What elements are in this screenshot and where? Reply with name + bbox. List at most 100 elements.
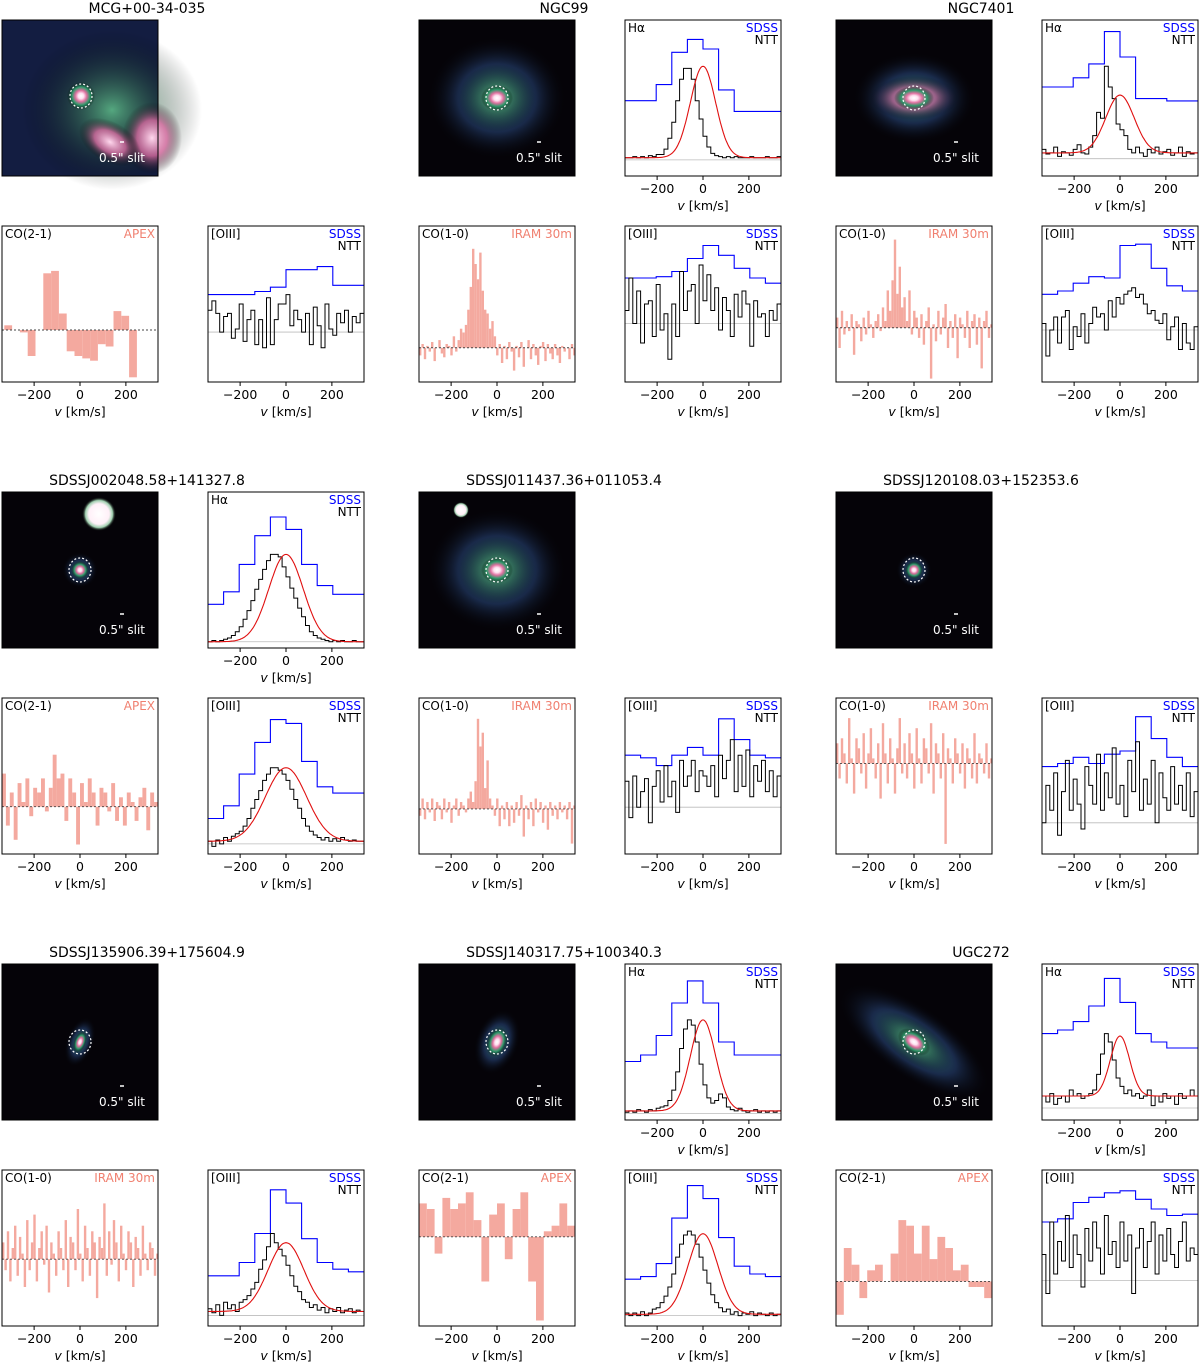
- co-bar: [510, 805, 513, 809]
- x-tick-label: 0: [493, 1331, 501, 1346]
- co-bar: [910, 327, 914, 335]
- x-axis-label-symbol: v: [677, 876, 685, 891]
- x-axis-label: v [km/s]: [1094, 1348, 1145, 1363]
- co-bar: [879, 763, 882, 799]
- source-label: IRAM 30m: [94, 1171, 155, 1185]
- co-bar: [891, 758, 894, 764]
- co-bar: [908, 733, 911, 764]
- co-bar: [532, 344, 535, 348]
- co-bar: [860, 327, 863, 342]
- co-bar: [975, 763, 979, 784]
- x-tick-label: 200: [1154, 387, 1178, 402]
- co-bar: [528, 1236, 536, 1282]
- axes-frame: [1, 19, 159, 177]
- co-bar: [840, 738, 844, 764]
- source-label: SDSS: [1163, 1171, 1195, 1185]
- source-label: APEX: [124, 227, 155, 241]
- co-bar: [966, 748, 969, 764]
- co-bar: [35, 1259, 39, 1282]
- co-bar: [886, 290, 889, 328]
- co-bar: [558, 347, 562, 363]
- galaxy-name: MCG+00-34-035: [89, 1, 206, 17]
- co-bar: [961, 324, 964, 328]
- co-bar: [438, 805, 441, 809]
- co-bar: [72, 792, 77, 807]
- co-bar: [48, 787, 53, 807]
- co-bar: [915, 317, 918, 328]
- aperture-circle: [485, 85, 509, 111]
- co-bar: [74, 1259, 77, 1271]
- x-axis-label: v [km/s]: [1094, 404, 1145, 419]
- x-tick-label: 0: [699, 181, 707, 196]
- co-bar: [922, 738, 926, 764]
- co-bar: [956, 753, 959, 764]
- slit-label: 0.5" slit: [933, 1095, 979, 1109]
- co-bar: [91, 1231, 94, 1260]
- galaxy-mcg-00-34-035-image: 0.5" slit: [1, 19, 202, 190]
- co-bar: [41, 778, 45, 807]
- x-axis-label-unit: [km/s]: [479, 876, 523, 891]
- co-bar: [932, 763, 935, 794]
- co-bar: [458, 1203, 466, 1237]
- co-bar: [987, 763, 991, 779]
- x-tick-label: 0: [282, 653, 290, 668]
- line-label: CO(1-0): [839, 227, 886, 241]
- co-bar: [544, 805, 547, 809]
- x-axis-label: v [km/s]: [888, 876, 939, 891]
- sdss-spectrum: [208, 1189, 364, 1277]
- gaussian-fit: [208, 1242, 364, 1313]
- co-bar: [920, 314, 923, 328]
- co-bar: [553, 344, 557, 348]
- co-bar: [115, 1242, 118, 1260]
- x-tick-label: 0: [282, 1331, 290, 1346]
- co-bar: [978, 753, 981, 764]
- co-bar: [17, 783, 22, 807]
- co-bar: [905, 321, 909, 328]
- co-bar: [87, 778, 92, 807]
- x-axis-label-unit: [km/s]: [268, 670, 312, 685]
- axes-frame: [835, 491, 993, 649]
- x-axis-label-unit: [km/s]: [268, 404, 312, 419]
- gaussian-fit: [625, 1233, 781, 1315]
- line-label: Hα: [211, 493, 228, 507]
- line-label: Hα: [1045, 21, 1062, 35]
- co-bar: [976, 1281, 985, 1287]
- co-bar: [968, 327, 971, 348]
- x-tick-label: 200: [1154, 859, 1178, 874]
- co-bar: [836, 743, 839, 764]
- x-tick-label: −200: [17, 387, 51, 402]
- co-bar: [515, 802, 518, 809]
- x-tick-label: 200: [531, 387, 555, 402]
- co-bar: [570, 344, 574, 348]
- co-bar: [860, 763, 863, 774]
- co-bar: [450, 808, 453, 823]
- co-bar: [848, 327, 851, 332]
- x-tick-label: 200: [948, 1331, 972, 1346]
- co-bar: [52, 1253, 55, 1260]
- co-bar: [958, 763, 962, 774]
- axes-frame: [835, 19, 993, 177]
- co-bar: [440, 808, 444, 820]
- sdss-spectrum: [625, 718, 781, 767]
- co-bar: [862, 733, 865, 764]
- x-axis-label-unit: [km/s]: [685, 198, 729, 213]
- co-bar: [573, 347, 575, 356]
- co-bar: [80, 783, 84, 807]
- x-axis-label-unit: [km/s]: [1102, 876, 1146, 891]
- co-bar: [56, 778, 61, 807]
- x-tick-label: 200: [320, 387, 344, 402]
- co-bar: [893, 239, 897, 328]
- co-bar: [108, 1231, 111, 1260]
- co-bar: [27, 330, 36, 356]
- co-bar: [434, 1236, 443, 1254]
- co-bar: [93, 1242, 96, 1260]
- x-tick-label: 200: [948, 387, 972, 402]
- co-bar: [838, 763, 841, 779]
- line-label: [OIII]: [1045, 699, 1074, 713]
- co-bar: [843, 1248, 852, 1282]
- co-bar: [28, 1259, 31, 1271]
- co-bar: [500, 805, 504, 809]
- co-bar: [951, 327, 954, 338]
- co-bar: [987, 327, 991, 338]
- co-bar: [932, 324, 935, 328]
